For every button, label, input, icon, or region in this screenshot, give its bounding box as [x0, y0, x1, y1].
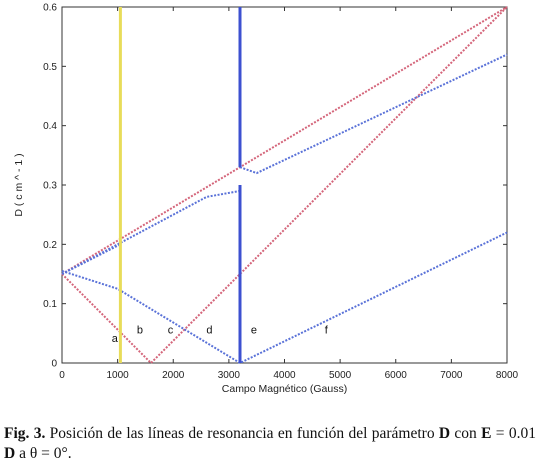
y-tick-label: 0.5 [43, 62, 57, 73]
y-tick-label: 0.1 [43, 299, 57, 310]
series-line-6 [61, 231, 508, 364]
caption-text-4: a θ = 0°. [15, 445, 72, 462]
x-tick-label: 2000 [162, 370, 185, 381]
y-axis-title: D ( c m ^ - 1 ) [13, 153, 25, 216]
caption-text-1: Posición de las líneas de resonancia en … [45, 425, 439, 442]
series-line-1 [61, 6, 508, 364]
y-tick-label: 0.2 [43, 240, 57, 251]
x-tick-label: 3000 [218, 370, 241, 381]
figure-caption: Fig. 3. Posición de las líneas de resona… [4, 424, 536, 464]
region-label-d: d [206, 324, 212, 336]
series-line-2 [61, 6, 508, 275]
series-line-5 [239, 53, 508, 175]
caption-symbol-d-2: D [4, 445, 16, 462]
chart: 0 1000 2000 3000 4000 5000 6000 7000 8000 0 0.1 0.2… [13, 3, 519, 396]
caption-text-2: con [450, 425, 482, 442]
x-tick-label: 6000 [385, 370, 408, 381]
region-label-e: e [251, 324, 257, 336]
x-tick-label: 7000 [440, 370, 463, 381]
y-tick-label: 0.6 [43, 3, 57, 14]
region-label-c: c [168, 324, 174, 336]
x-tick-label: 4000 [273, 370, 296, 381]
caption-fig-label: Fig. 3. [4, 425, 46, 442]
x-tick-label: 5000 [329, 370, 352, 381]
region-label-a: a [112, 333, 119, 345]
x-tick-label: 0 [59, 370, 65, 381]
x-tick-label: 8000 [496, 370, 519, 381]
y-tick-label: 0.3 [43, 181, 57, 192]
plot-area: 0 1000 2000 3000 4000 5000 6000 7000 8000 0 0.1 0.2… [13, 3, 519, 396]
region-label-b: b [137, 324, 143, 336]
series-line-4 [61, 189, 241, 275]
chart-svg: 0 1000 2000 3000 4000 5000 6000 7000 8000 0 0.1 0.2… [13, 3, 519, 396]
caption-symbol-e: E [481, 425, 492, 442]
region-label-f: f [325, 324, 329, 336]
x-tick-label: 1000 [107, 370, 130, 381]
plot-frame [61, 6, 508, 364]
y-tick-label: 0 [51, 359, 57, 370]
caption-symbol-d: D [438, 425, 451, 442]
x-axis-title: Campo Magnético (Gauss) [222, 383, 347, 395]
caption-text-3: = 0.01 [491, 425, 536, 442]
y-tick-label: 0.4 [43, 121, 57, 132]
